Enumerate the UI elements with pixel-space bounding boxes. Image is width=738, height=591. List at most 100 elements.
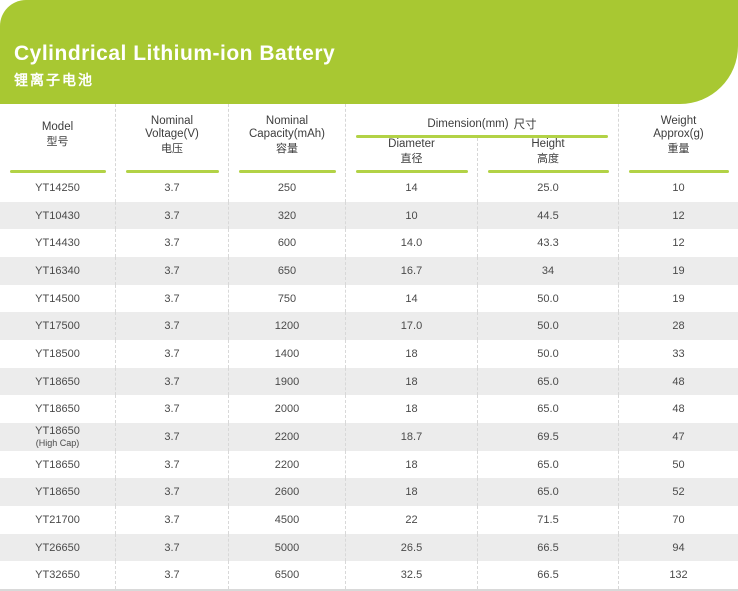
cell-height: 50.0: [477, 340, 618, 368]
header-diameter-zh: 直径: [400, 153, 423, 165]
cell-model: YT14430: [35, 237, 80, 250]
cell-model: YT16340: [35, 264, 80, 277]
header-weight-en1: Weight: [660, 114, 697, 127]
cell-model: YT21700: [35, 513, 80, 526]
cell-capacity: 2200: [228, 450, 345, 479]
cell-diameter: 14: [345, 284, 477, 313]
cell-model: YT14500: [35, 292, 80, 305]
cell-capacity: 5000: [228, 533, 345, 562]
header-diameter: Diameter 直径: [346, 138, 477, 176]
cell-model: YT26650: [35, 541, 80, 554]
cell-weight: 10: [618, 174, 738, 202]
header-height-en: Height: [531, 138, 565, 150]
cell-voltage: 3.7: [115, 284, 228, 313]
header-weight-zh: 重量: [667, 142, 690, 155]
table-row: YT18650 3.7 1900 18 65.0 48: [0, 367, 738, 396]
cell-height: 43.3: [477, 229, 618, 258]
cell-voltage: 3.7: [115, 561, 228, 590]
cell-height: 50.0: [477, 284, 618, 313]
cell-height: 65.0: [477, 367, 618, 396]
table-row: YT10430 3.7 320 10 44.5 12: [0, 201, 738, 230]
table-row: YT21700 3.7 4500 22 71.5 70: [0, 506, 738, 534]
cell-weight: 19: [618, 257, 738, 285]
cell-model: YT18650: [35, 403, 80, 416]
header-underline: [356, 170, 468, 173]
cell-height: 25.0: [477, 174, 618, 202]
header-diameter-en: Diameter: [388, 138, 435, 150]
cell-diameter: 22: [345, 506, 477, 534]
cell-model: YT18650 (High Cap): [35, 425, 80, 449]
header-weight-en2: Approx(g): [653, 127, 704, 140]
cell-capacity: 750: [228, 284, 345, 313]
cell-height: 65.0: [477, 450, 618, 479]
header-height: Height 高度: [477, 138, 618, 176]
header-capacity: Nominal Capacity(mAh) 容量: [228, 104, 345, 176]
header-model-en: Model: [41, 121, 74, 133]
table-header: Model 型号 Nominal Voltage(V) 电压 Nominal C…: [0, 104, 738, 176]
cell-diameter: 16.7: [345, 257, 477, 285]
cell-model: YT17500: [35, 320, 80, 333]
cell-diameter: 18: [345, 367, 477, 396]
cell-diameter: 18: [345, 478, 477, 507]
cell-voltage: 3.7: [115, 340, 228, 368]
header-underline: [126, 170, 219, 173]
table-row: YT26650 3.7 5000 26.5 66.5 94: [0, 533, 738, 562]
banner: Cylindrical Lithium-ion Battery 锂离子电池: [0, 0, 738, 104]
header-voltage: Nominal Voltage(V) 电压: [115, 104, 228, 176]
table-row: YT14250 3.7 250 14 25.0 10: [0, 174, 738, 202]
cell-capacity: 6500: [228, 561, 345, 590]
header-model: Model 型号: [0, 104, 115, 176]
header-voltage-zh: 电压: [161, 142, 183, 155]
cell-voltage: 3.7: [115, 257, 228, 285]
cell-weight: 28: [618, 312, 738, 341]
table-row: YT32650 3.7 6500 32.5 66.5 132: [0, 561, 738, 590]
header-model-zh: 型号: [46, 136, 69, 148]
header-dimension-zh: 尺寸: [513, 119, 537, 131]
header-voltage-en2: Voltage(V): [145, 127, 199, 140]
cell-voltage: 3.7: [115, 312, 228, 341]
cell-capacity: 1900: [228, 367, 345, 396]
cell-diameter: 14.0: [345, 229, 477, 258]
cell-diameter: 18.7: [345, 423, 477, 451]
cell-weight: 132: [618, 561, 738, 590]
page-subtitle-zh: 锂离子电池: [14, 72, 94, 88]
header-capacity-en1: Nominal: [265, 114, 309, 127]
table-row: YT16340 3.7 650 16.7 34 19: [0, 257, 738, 285]
header-underline: [488, 170, 609, 173]
cell-weight: 94: [618, 533, 738, 562]
cell-weight: 52: [618, 478, 738, 507]
cell-weight: 48: [618, 395, 738, 424]
header-underline: [239, 170, 336, 173]
cell-diameter: 18: [345, 395, 477, 424]
cell-capacity: 250: [228, 174, 345, 202]
cell-height: 34: [477, 257, 618, 285]
cell-weight: 33: [618, 340, 738, 368]
cell-model: YT32650: [35, 569, 80, 582]
cell-voltage: 3.7: [115, 478, 228, 507]
cell-voltage: 3.7: [115, 450, 228, 479]
header-weight: Weight Approx(g) 重量: [618, 104, 738, 176]
table-row: YT14500 3.7 750 14 50.0 19: [0, 284, 738, 313]
cell-weight: 12: [618, 201, 738, 230]
cell-voltage: 3.7: [115, 367, 228, 396]
cell-diameter: 17.0: [345, 312, 477, 341]
cell-model: YT18650: [35, 486, 80, 499]
header-capacity-zh: 容量: [276, 142, 298, 155]
cell-diameter: 32.5: [345, 561, 477, 590]
header-dimension-group: Dimension(mm) 尺寸 Diameter 直径 Height 高度: [345, 104, 618, 176]
header-underline: [10, 170, 106, 173]
header-capacity-en2: Capacity(mAh): [248, 127, 326, 140]
cell-capacity: 2000: [228, 395, 345, 424]
table-row: YT18650 3.7 2600 18 65.0 52: [0, 478, 738, 507]
cell-height: 50.0: [477, 312, 618, 341]
header-dimension-subrow: Diameter 直径 Height 高度: [346, 138, 618, 176]
cell-model: YT18650: [35, 375, 80, 388]
cell-voltage: 3.7: [115, 174, 228, 202]
cell-weight: 47: [618, 423, 738, 451]
cell-weight: 70: [618, 506, 738, 534]
cell-diameter: 18: [345, 450, 477, 479]
page-title: Cylindrical Lithium-ion Battery: [14, 42, 336, 65]
table-row: YT18650 (High Cap) 3.7 2200 18.7 69.5 47: [0, 423, 738, 451]
cell-model: YT18650: [35, 458, 80, 471]
header-height-zh: 高度: [537, 153, 559, 165]
